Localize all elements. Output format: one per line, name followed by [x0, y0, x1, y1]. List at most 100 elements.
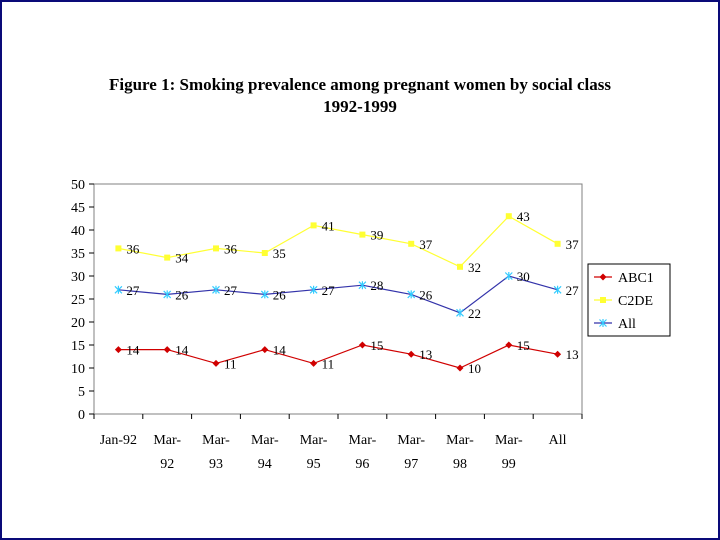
- x-tick-label: 97: [404, 457, 418, 472]
- x-tick-label: 98: [453, 457, 467, 472]
- data-point: [599, 273, 607, 281]
- x-tick-label: 99: [502, 457, 516, 472]
- data-label: 26: [419, 287, 433, 302]
- data-point: [359, 231, 366, 238]
- x-tick-label: Jan-92: [100, 433, 137, 448]
- x-tick-label: Mar-: [251, 433, 279, 448]
- data-point: [163, 346, 171, 354]
- data-point: [456, 308, 464, 317]
- chart-subtitle: 1992-1999: [323, 97, 397, 116]
- data-point: [456, 364, 464, 372]
- data-label: 13: [419, 347, 432, 362]
- chart-title: Figure 1: Smoking prevalence among pregn…: [109, 75, 611, 94]
- data-point: [600, 297, 606, 303]
- data-point: [358, 281, 367, 290]
- data-point: [261, 346, 269, 354]
- data-point: [260, 290, 269, 299]
- data-label: 36: [126, 241, 139, 256]
- y-tick-label: 0: [78, 408, 85, 423]
- y-tick-label: 30: [71, 270, 85, 285]
- series-line: [118, 275, 558, 314]
- legend-label: All: [618, 317, 636, 332]
- data-point: [212, 285, 220, 294]
- data-point: [114, 285, 123, 294]
- data-point: [163, 290, 172, 299]
- y-tick-label: 20: [71, 316, 85, 331]
- x-tick-label: 94: [258, 457, 272, 472]
- data-label: 13: [566, 347, 579, 362]
- x-tick-label: Mar-: [495, 433, 523, 448]
- series-layer: 14 14 11 14 11 15 13 10 15 13 36 34 36 35 41 39 37 32 43 37…: [114, 209, 580, 376]
- data-label: 34: [175, 251, 189, 266]
- x-tick-label: 95: [307, 457, 321, 472]
- data-point: [309, 285, 318, 294]
- series-line: [118, 344, 558, 369]
- data-point: [164, 254, 171, 261]
- y-tick-label: 10: [71, 362, 85, 377]
- data-point: [114, 346, 122, 354]
- data-label: 43: [517, 209, 530, 224]
- x-tick-label: Mar-: [300, 433, 328, 448]
- data-label: 27: [322, 283, 336, 298]
- data-point: [213, 245, 219, 252]
- data-label: 22: [468, 306, 481, 321]
- x-tick-label: 96: [355, 457, 369, 472]
- data-point: [553, 285, 562, 294]
- chart-title-block: Figure 1: Smoking prevalence among pregn…: [0, 74, 720, 118]
- data-label: 27: [566, 283, 580, 298]
- data-point: [505, 213, 512, 220]
- data-label: 26: [175, 287, 189, 302]
- data-point: [554, 240, 561, 247]
- series-all: 27 26 27 26 27 28 26 22 30 27: [114, 269, 580, 321]
- data-point: [457, 263, 463, 270]
- data-point: [505, 341, 513, 349]
- data-label: 37: [419, 237, 433, 252]
- data-label: 28: [370, 278, 383, 293]
- x-tick-label: 92: [160, 457, 174, 472]
- x-tick-label: All: [549, 433, 567, 448]
- data-label: 15: [517, 338, 530, 353]
- data-point: [115, 245, 122, 252]
- data-point: [310, 359, 318, 367]
- data-label: 27: [224, 283, 238, 298]
- x-tick-label: Mar-: [349, 433, 377, 448]
- data-label: 36: [224, 241, 238, 256]
- data-label: 32: [468, 260, 481, 275]
- data-point: [407, 290, 416, 299]
- y-tick-label: 35: [71, 247, 85, 262]
- y-tick-label: 5: [78, 385, 85, 400]
- y-tick-label: 45: [71, 201, 85, 216]
- data-point: [408, 240, 415, 247]
- data-label: 26: [273, 287, 287, 302]
- x-tick-label: 93: [209, 457, 223, 472]
- data-label: 10: [468, 361, 481, 376]
- y-tick-label: 25: [71, 293, 85, 308]
- data-label: 41: [322, 218, 335, 233]
- data-point: [310, 222, 317, 229]
- series-c2de: 36 34 36 35 41 39 37 32 43 37: [115, 209, 579, 275]
- data-label: 11: [322, 356, 335, 371]
- series-abc1: 14 14 11 14 11 15 13 10 15 13: [114, 338, 579, 376]
- axes: 0 5 10 15 20 25 30 35 40 45 50 Jan-92 Mar- 92 Mar- 93 Ma…: [71, 178, 583, 472]
- legend-label: C2DE: [618, 294, 653, 309]
- data-point: [358, 341, 366, 349]
- legend-label: ABC1: [618, 271, 654, 286]
- x-tick-label: Mar-: [153, 433, 181, 448]
- data-label: 14: [175, 343, 189, 358]
- data-point: [554, 350, 562, 358]
- data-label: 15: [370, 338, 383, 353]
- data-point: [599, 319, 607, 327]
- series-line: [118, 215, 558, 268]
- data-label: 27: [126, 283, 139, 298]
- data-label: 37: [566, 237, 580, 252]
- data-point: [261, 250, 268, 256]
- data-point: [212, 359, 220, 367]
- x-tick-label: Mar-: [397, 433, 425, 448]
- data-label: 35: [273, 246, 286, 261]
- data-label: 11: [224, 356, 237, 371]
- legend: ABC1 C2DE All: [587, 263, 671, 337]
- data-label: 39: [370, 228, 383, 243]
- data-label: 30: [517, 269, 530, 284]
- y-tick-label: 50: [71, 178, 85, 193]
